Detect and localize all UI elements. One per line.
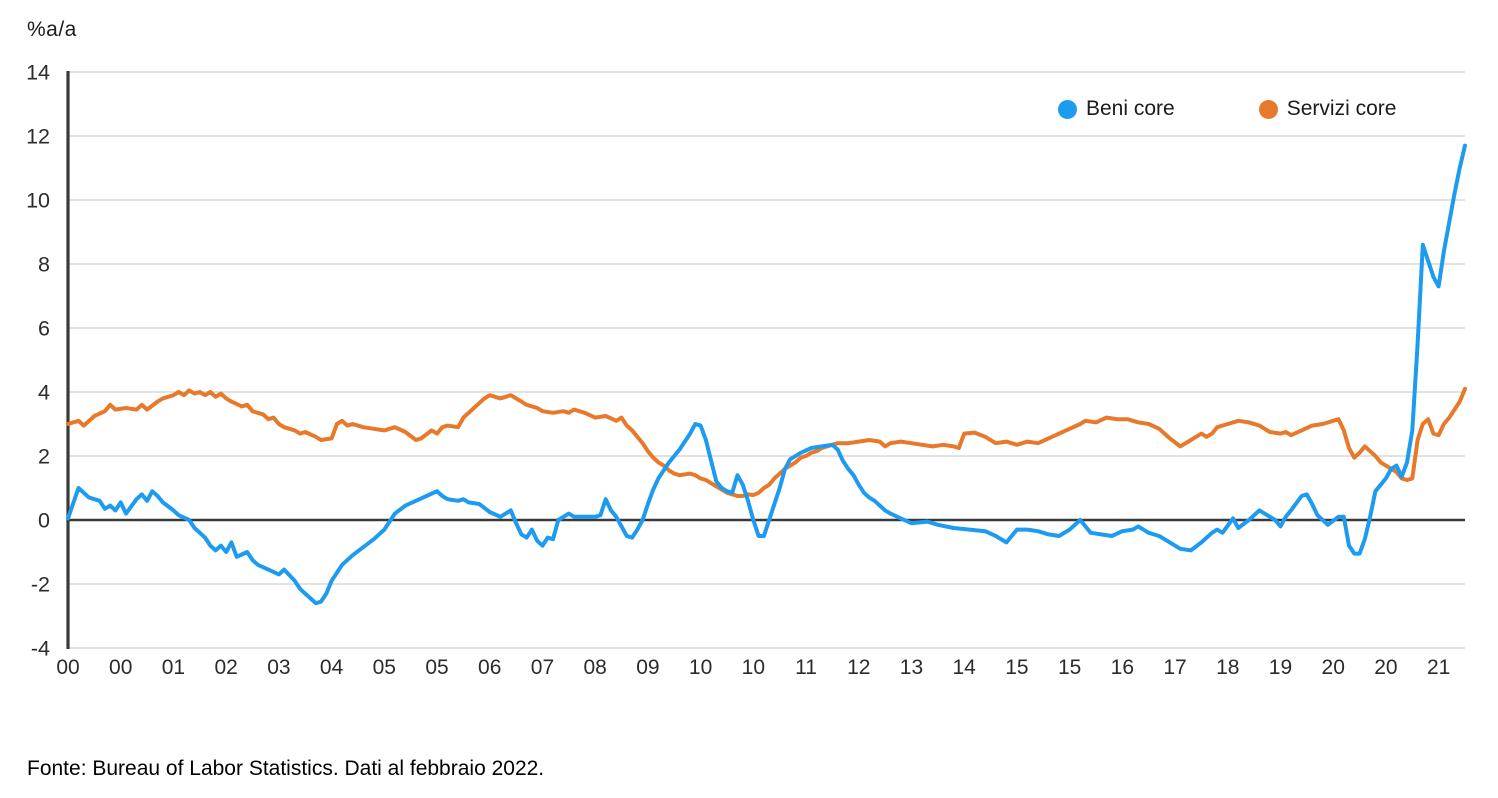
y-axis-unit-label: %a/a (27, 18, 77, 41)
x-tick-label: 16 (1111, 656, 1134, 679)
x-tick-label: 20 (1322, 656, 1345, 679)
x-tick-label: 06 (478, 656, 501, 679)
x-tick-label: 14 (953, 656, 977, 679)
x-tick-label: 20 (1374, 656, 1397, 679)
y-tick-label: 10 (26, 189, 50, 213)
x-tick-label: 17 (1163, 656, 1186, 679)
x-tick-label: 19 (1269, 656, 1292, 679)
series-line-beni-core (66, 143, 1467, 606)
x-tick-label: 13 (900, 656, 923, 679)
y-tick-label: 2 (38, 445, 50, 469)
chart-legend: Beni core Servizi core (1058, 97, 1396, 121)
y-tick-label: -4 (31, 637, 50, 661)
x-tick-label: 01 (162, 656, 185, 679)
beni-core-dot-icon (1058, 99, 1077, 119)
x-tick-label: 05 (373, 656, 396, 679)
x-tick-label: 00 (109, 656, 132, 679)
y-tick-label: 14 (26, 61, 50, 85)
x-tick-label: 00 (56, 656, 79, 679)
series-line-servizi-core (66, 386, 1467, 498)
x-tick-label: 02 (214, 656, 237, 679)
y-tick-label: -2 (31, 573, 50, 597)
x-tick-label: 11 (795, 656, 817, 679)
legend-label-beni-core: Beni core (1086, 97, 1175, 120)
x-tick-label: 04 (320, 656, 344, 679)
y-tick-label: 0 (38, 509, 50, 533)
x-tick-label: 03 (267, 656, 290, 679)
x-tick-label: 07 (531, 656, 554, 679)
servizi-core-dot-icon (1258, 99, 1278, 119)
y-tick-label: 4 (38, 381, 50, 405)
legend-item-servizi-core: Servizi core (1258, 97, 1397, 121)
x-tick-label: 05 (425, 656, 448, 679)
y-tick-label: 12 (26, 125, 50, 149)
x-tick-label: 21 (1427, 656, 1450, 679)
y-tick-label: 8 (38, 253, 50, 277)
x-tick-label: 15 (1005, 656, 1028, 679)
x-tick-label: 08 (583, 656, 606, 679)
legend-label-servizi-core: Servizi core (1286, 97, 1397, 120)
x-tick-label: 12 (847, 656, 870, 679)
legend-item-beni-core: Beni core (1058, 97, 1175, 121)
y-tick-label: 6 (38, 317, 50, 341)
x-tick-label: 10 (689, 656, 712, 679)
x-tick-label: 18 (1216, 656, 1239, 679)
x-tick-label: 10 (742, 656, 765, 679)
x-tick-label: 09 (636, 656, 659, 679)
source-note: Fonte: Bureau of Labor Statistics. Dati … (27, 757, 545, 780)
x-tick-label: 15 (1058, 656, 1081, 679)
